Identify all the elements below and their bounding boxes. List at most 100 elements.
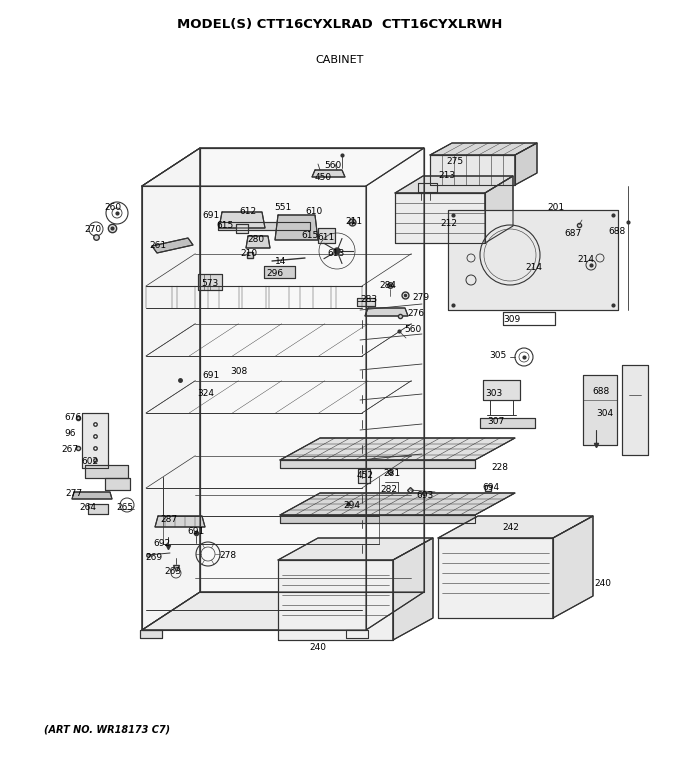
Polygon shape — [236, 224, 248, 233]
Text: 296: 296 — [267, 269, 284, 279]
Polygon shape — [142, 148, 424, 186]
Polygon shape — [395, 193, 485, 243]
Text: 211: 211 — [345, 218, 362, 226]
Text: 276: 276 — [407, 309, 424, 319]
Text: 612: 612 — [239, 207, 256, 215]
Polygon shape — [198, 274, 222, 290]
Text: 694: 694 — [482, 482, 500, 492]
Text: 611: 611 — [318, 233, 335, 241]
Text: 214: 214 — [577, 254, 594, 264]
Text: 280: 280 — [248, 234, 265, 244]
Polygon shape — [357, 298, 375, 306]
Polygon shape — [480, 418, 535, 428]
Text: (ART NO. WR18173 C7): (ART NO. WR18173 C7) — [44, 724, 170, 734]
Text: 228: 228 — [492, 463, 509, 471]
Polygon shape — [72, 492, 112, 499]
Text: 210: 210 — [241, 250, 258, 258]
Polygon shape — [280, 515, 475, 523]
Polygon shape — [346, 630, 368, 638]
Polygon shape — [152, 238, 193, 253]
Text: 691: 691 — [203, 211, 220, 221]
Text: 303: 303 — [486, 388, 503, 398]
Polygon shape — [622, 365, 648, 455]
Text: 309: 309 — [503, 315, 521, 323]
Text: 676: 676 — [65, 413, 82, 423]
Polygon shape — [200, 148, 424, 592]
Text: 450: 450 — [314, 174, 332, 182]
Text: 240: 240 — [309, 643, 326, 651]
Polygon shape — [264, 266, 295, 278]
Text: 214: 214 — [526, 264, 543, 272]
Text: 269: 269 — [146, 554, 163, 562]
Polygon shape — [366, 148, 424, 630]
Text: 560: 560 — [405, 326, 422, 334]
Text: 14: 14 — [275, 257, 287, 265]
Polygon shape — [395, 176, 513, 193]
Text: 283: 283 — [360, 295, 377, 305]
Polygon shape — [503, 312, 555, 325]
Circle shape — [334, 248, 340, 254]
Text: 275: 275 — [447, 157, 464, 167]
Text: 307: 307 — [488, 417, 505, 427]
Text: 279: 279 — [413, 293, 430, 301]
Polygon shape — [85, 465, 128, 478]
Text: 693: 693 — [416, 490, 434, 500]
Polygon shape — [438, 538, 553, 618]
Text: 308: 308 — [231, 367, 248, 377]
Text: 242: 242 — [503, 522, 520, 532]
Text: 261: 261 — [150, 240, 167, 250]
Text: 610: 610 — [305, 207, 322, 215]
Text: 688: 688 — [609, 226, 626, 236]
Polygon shape — [430, 155, 515, 185]
Text: 96: 96 — [64, 430, 75, 438]
Text: CABINET: CABINET — [316, 55, 364, 65]
Text: 282: 282 — [381, 485, 398, 493]
Polygon shape — [438, 516, 593, 538]
Text: 691: 691 — [203, 371, 220, 381]
Text: 551: 551 — [274, 204, 292, 212]
Text: 602: 602 — [82, 456, 99, 466]
Text: 281: 281 — [384, 470, 401, 478]
Text: 692: 692 — [154, 539, 171, 547]
Polygon shape — [485, 176, 513, 243]
Polygon shape — [280, 493, 515, 515]
Text: 560: 560 — [324, 161, 341, 169]
Text: 240: 240 — [594, 579, 611, 587]
Polygon shape — [140, 630, 162, 638]
Text: 687: 687 — [564, 229, 581, 237]
Polygon shape — [583, 375, 617, 445]
Text: 324: 324 — [197, 388, 214, 398]
Polygon shape — [418, 183, 437, 192]
Polygon shape — [483, 380, 520, 400]
Text: 613: 613 — [327, 248, 345, 258]
Polygon shape — [246, 236, 270, 248]
Text: 615: 615 — [216, 221, 234, 229]
Text: 267: 267 — [61, 445, 79, 453]
Text: 691: 691 — [188, 528, 205, 536]
Polygon shape — [105, 478, 130, 490]
Polygon shape — [365, 308, 408, 316]
Polygon shape — [515, 143, 537, 185]
Text: 213: 213 — [439, 171, 456, 181]
Polygon shape — [82, 413, 108, 468]
Polygon shape — [155, 516, 205, 527]
Polygon shape — [218, 222, 310, 230]
Text: 573: 573 — [201, 279, 219, 287]
Polygon shape — [358, 469, 370, 483]
Polygon shape — [278, 560, 393, 640]
Text: 264: 264 — [80, 503, 97, 513]
Text: 263: 263 — [165, 568, 182, 576]
Text: 278: 278 — [220, 551, 237, 561]
Text: 452: 452 — [356, 471, 373, 481]
Text: 265: 265 — [116, 503, 133, 513]
Text: 305: 305 — [490, 351, 507, 359]
Text: 270: 270 — [84, 225, 101, 233]
Text: 294: 294 — [343, 500, 360, 510]
Text: 615: 615 — [301, 232, 319, 240]
Text: 201: 201 — [547, 203, 564, 211]
Polygon shape — [278, 538, 433, 560]
Polygon shape — [88, 504, 108, 514]
Polygon shape — [448, 210, 618, 310]
Polygon shape — [312, 170, 345, 177]
Text: 304: 304 — [596, 409, 613, 417]
